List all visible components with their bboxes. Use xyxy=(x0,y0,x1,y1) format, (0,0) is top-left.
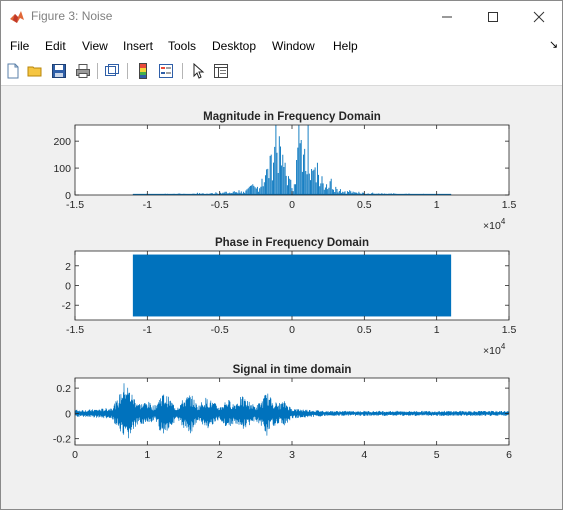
minimize-icon xyxy=(442,16,452,18)
toolbar xyxy=(1,57,562,86)
menu-edit[interactable]: Edit xyxy=(45,39,66,53)
y-tick-label: 2 xyxy=(65,261,71,273)
save-button[interactable] xyxy=(49,61,69,81)
colorbar-button[interactable] xyxy=(133,61,153,81)
close-button[interactable] xyxy=(516,1,562,33)
x-tick-label: -1 xyxy=(143,199,152,211)
toolbar-separator xyxy=(127,63,128,79)
x-tick-label: 0 xyxy=(72,449,78,461)
y-tick-label: -0.2 xyxy=(53,434,71,446)
close-icon xyxy=(533,11,545,23)
menu-file[interactable]: File xyxy=(10,39,30,53)
x-tick-label: 5 xyxy=(434,449,440,461)
title-bar: Figure 3: Noise xyxy=(1,1,562,33)
y-tick-label: -2 xyxy=(62,300,71,312)
x-tick-label: -0.5 xyxy=(211,199,229,211)
toolbar-separator xyxy=(182,63,183,79)
x-tick-label: 2 xyxy=(217,449,223,461)
pointer-button[interactable] xyxy=(188,61,208,81)
menu-window[interactable]: Window xyxy=(272,39,315,53)
axes-title: Magnitude in Frequency Domain xyxy=(203,111,381,123)
y-tick-label: 0.2 xyxy=(56,383,71,395)
figure-canvas: Magnitude in Frequency Domain -1.5 -1 -0.5 0… xyxy=(2,87,560,507)
x-tick-label: 4 xyxy=(361,449,367,461)
x-tick-label: 0.5 xyxy=(357,199,372,211)
x-exponent-label: ×104 xyxy=(483,342,506,357)
menu-insert[interactable]: Insert xyxy=(123,39,154,53)
legend-button[interactable] xyxy=(156,61,176,81)
axes-phase[interactable]: Phase in Frequency Domain -1.5 -1 -0.5 0 0.5 1… xyxy=(62,237,517,357)
link-plot-button[interactable] xyxy=(102,61,122,81)
menu-help[interactable]: Help xyxy=(333,39,358,53)
menu-view[interactable]: View xyxy=(82,39,108,53)
open-file-button[interactable] xyxy=(25,61,45,81)
matlab-logo-icon xyxy=(10,11,24,23)
x-tick-label: 1 xyxy=(434,324,440,336)
property-editor-button[interactable] xyxy=(211,61,231,81)
x-tick-label: 3 xyxy=(289,449,295,461)
axes-title: Signal in time domain xyxy=(233,364,352,376)
colorbar-icon xyxy=(139,63,147,79)
x-tick-label: 0.5 xyxy=(357,324,372,336)
print-icon xyxy=(76,64,90,78)
legend-icon xyxy=(159,64,173,78)
menu-overflow-icon[interactable]: ↘ xyxy=(549,39,559,51)
print-button[interactable] xyxy=(73,61,93,81)
save-icon xyxy=(52,64,66,78)
link-plot-icon xyxy=(105,64,119,76)
axes-title: Phase in Frequency Domain xyxy=(215,237,369,249)
y-tick-label: 200 xyxy=(53,136,71,148)
pointer-icon xyxy=(193,63,205,79)
x-tick-label: -0.5 xyxy=(211,324,229,336)
toolbar-separator xyxy=(97,63,98,79)
x-tick-label: -1 xyxy=(143,324,152,336)
x-tick-label: 1 xyxy=(434,199,440,211)
x-tick-label: 0 xyxy=(289,324,295,336)
phase-series xyxy=(132,254,452,317)
y-tick-label: 0 xyxy=(65,408,71,420)
x-tick-label: -1.5 xyxy=(66,199,84,211)
maximize-icon xyxy=(488,12,498,22)
x-tick-label: 1.5 xyxy=(502,199,517,211)
x-tick-label: 1.5 xyxy=(502,324,517,336)
menu-desktop[interactable]: Desktop xyxy=(212,39,257,53)
open-file-icon xyxy=(27,66,42,77)
signal-series xyxy=(74,383,510,439)
menu-bar: File Edit View Insert Tools Desktop Wind… xyxy=(1,33,562,57)
new-figure-button[interactable] xyxy=(3,61,23,81)
axes-background xyxy=(75,125,509,195)
window-title: Figure 3: Noise xyxy=(31,9,113,23)
property-editor-icon xyxy=(214,64,228,78)
x-tick-label: -1.5 xyxy=(66,324,84,336)
x-tick-label: 0 xyxy=(289,199,295,211)
maximize-button[interactable] xyxy=(470,1,516,33)
x-exponent-label: ×104 xyxy=(483,217,506,232)
x-tick-label: 6 xyxy=(506,449,512,461)
new-figure-icon xyxy=(7,63,19,79)
y-tick-label: 100 xyxy=(53,163,71,175)
plot-area: Magnitude in Frequency Domain -1.5 -1 -0.5 0… xyxy=(53,111,517,461)
axes-magnitude[interactable]: Magnitude in Frequency Domain -1.5 -1 -0.5 0… xyxy=(53,111,516,232)
minimize-button[interactable] xyxy=(424,1,470,33)
menu-tools[interactable]: Tools xyxy=(168,39,197,53)
x-tick-label: 1 xyxy=(144,449,150,461)
y-tick-label: 0 xyxy=(65,190,71,202)
y-tick-label: 0 xyxy=(65,281,71,293)
